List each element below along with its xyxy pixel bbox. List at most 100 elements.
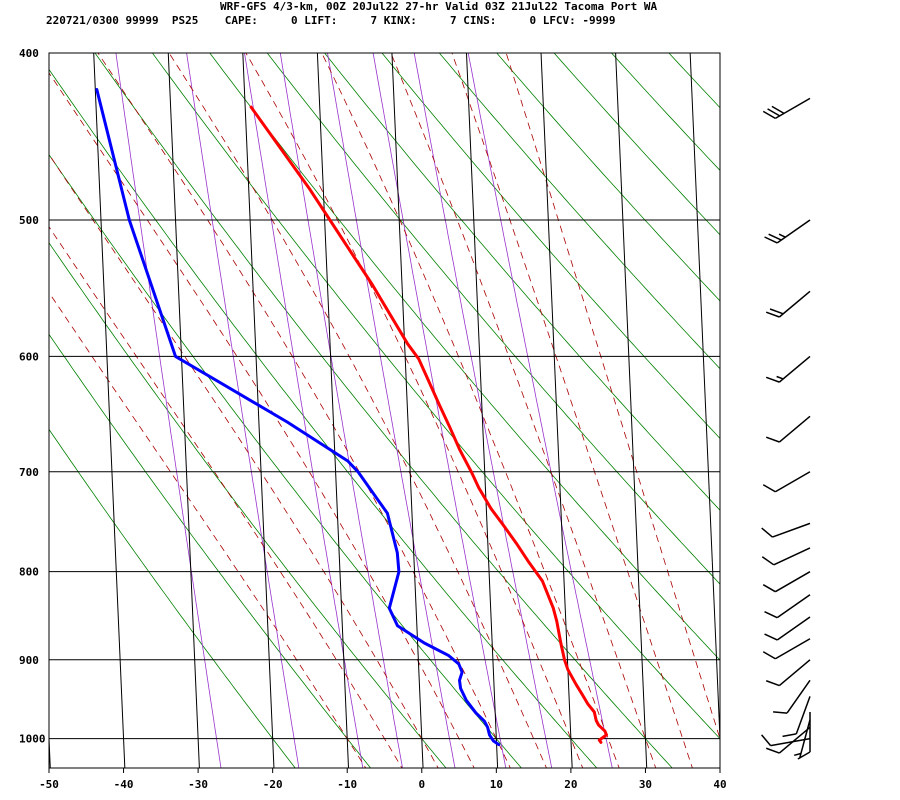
chart-title: WRF-GFS 4/3-km, 00Z 20Jul22 27-hr Valid … [220, 0, 658, 13]
isotherm-line [615, 53, 646, 739]
dry-adiabat [553, 53, 720, 236]
barb-feather [782, 733, 797, 738]
isotherm-line [93, 53, 125, 739]
wind-barb [765, 659, 811, 687]
y-tick-label: 500 [19, 214, 39, 227]
moist-adiabat [245, 53, 584, 768]
barb-staff [774, 97, 811, 120]
wind-barb [764, 594, 811, 619]
x-tick-label: -10 [337, 778, 357, 791]
x-tick-label: -20 [263, 778, 283, 791]
barb-feather [793, 752, 802, 757]
moist-adiabat [168, 53, 547, 768]
dewpoint-profile [95, 88, 501, 747]
barb-staff [778, 726, 811, 754]
barb-staff [795, 696, 811, 735]
barb-feather [765, 680, 780, 687]
barb-feather [761, 527, 773, 538]
background-lines [49, 34, 900, 782]
barb-staff [770, 737, 811, 747]
wind-barb [762, 571, 811, 593]
dry-adiabat [381, 53, 720, 440]
isotherm-line [316, 53, 348, 739]
wind-barb [793, 719, 811, 759]
wind-barb [765, 726, 811, 754]
barb-staff [778, 290, 811, 318]
barb-feather [764, 633, 778, 641]
isotherm-line [644, 738, 648, 768]
dry-adiabat [209, 53, 720, 661]
isotherm-line [421, 738, 424, 768]
barb-feather [778, 233, 786, 238]
plot-border [48, 52, 721, 769]
barb-feather [762, 584, 776, 593]
barb-staff [786, 679, 811, 714]
barb-feather [764, 236, 778, 244]
mixing-ratio-line [279, 53, 403, 768]
y-tick-label: 800 [19, 566, 39, 579]
isotherm-line [391, 53, 423, 739]
mixing-ratio-line [467, 53, 613, 768]
axis-tick-labels: 400 500 600 700 800 900 1000 -50 -40 -30 -20 -10 0 10… [19, 47, 727, 791]
wind-barb [764, 219, 811, 244]
dry-adiabat [438, 53, 720, 370]
barb-feather [762, 484, 776, 493]
wind-barb [765, 415, 811, 443]
isotherm-line [465, 53, 497, 739]
dry-adiabat [49, 242, 447, 768]
x-tick-label: 30 [639, 778, 652, 791]
barb-feather [765, 376, 780, 383]
dry-adiabat [668, 53, 720, 109]
moist-adiabat [321, 53, 620, 768]
mixing-ratio-line [327, 53, 456, 768]
barb-feather [776, 375, 784, 380]
barb-staff [778, 659, 811, 687]
isotherm-line [49, 727, 50, 739]
barb-feather [765, 747, 780, 754]
mixing-ratio-line [244, 53, 364, 768]
isotherm-line [272, 738, 275, 768]
barb-staff [774, 638, 811, 660]
barb-staff [776, 219, 811, 244]
dry-adiabat [266, 53, 720, 585]
barb-feather [764, 611, 778, 619]
x-tick-label: 40 [713, 778, 726, 791]
y-tick-label: 1000 [19, 733, 46, 746]
dry-adiabat [49, 68, 598, 768]
wind-barb [764, 616, 811, 641]
dry-adiabat [765, 34, 900, 782]
mixing-ratio-line [115, 53, 222, 768]
wind-barb [762, 97, 811, 120]
x-tick-label: 10 [490, 778, 503, 791]
barb-feather [761, 556, 775, 566]
barb-feather [771, 105, 785, 115]
mixing-ratio-line [372, 53, 507, 768]
dry-adiabat [822, 34, 900, 782]
barb-feather [767, 108, 781, 117]
barb-staff [776, 616, 811, 641]
dry-adiabat [49, 153, 522, 768]
y-tick-label: 900 [19, 654, 39, 667]
y-tick-label: 400 [19, 47, 39, 60]
x-tick-label: -30 [188, 778, 208, 791]
wind-barb [761, 547, 811, 566]
wind-barb [773, 679, 811, 714]
moist-adiabat [49, 153, 439, 768]
isotherm-line [570, 738, 573, 768]
wind-barbs [761, 97, 811, 760]
barb-staff [772, 522, 811, 538]
x-tick-label: 20 [564, 778, 577, 791]
chart-subtitle: 220721/0300 99999 PS25 CAPE: 0 LIFT: 7 K… [46, 14, 616, 27]
barb-feather [769, 308, 784, 315]
temperature-profile [249, 105, 608, 744]
mixing-ratio-line [186, 53, 300, 768]
x-tick-label: -40 [114, 778, 134, 791]
dry-adiabat [610, 53, 720, 171]
barb-feather [762, 651, 776, 660]
y-tick-label: 700 [19, 466, 39, 479]
barb-staff [774, 471, 811, 493]
barb-feather [762, 110, 776, 120]
wind-barb [762, 471, 811, 493]
dry-adiabat [324, 53, 720, 511]
